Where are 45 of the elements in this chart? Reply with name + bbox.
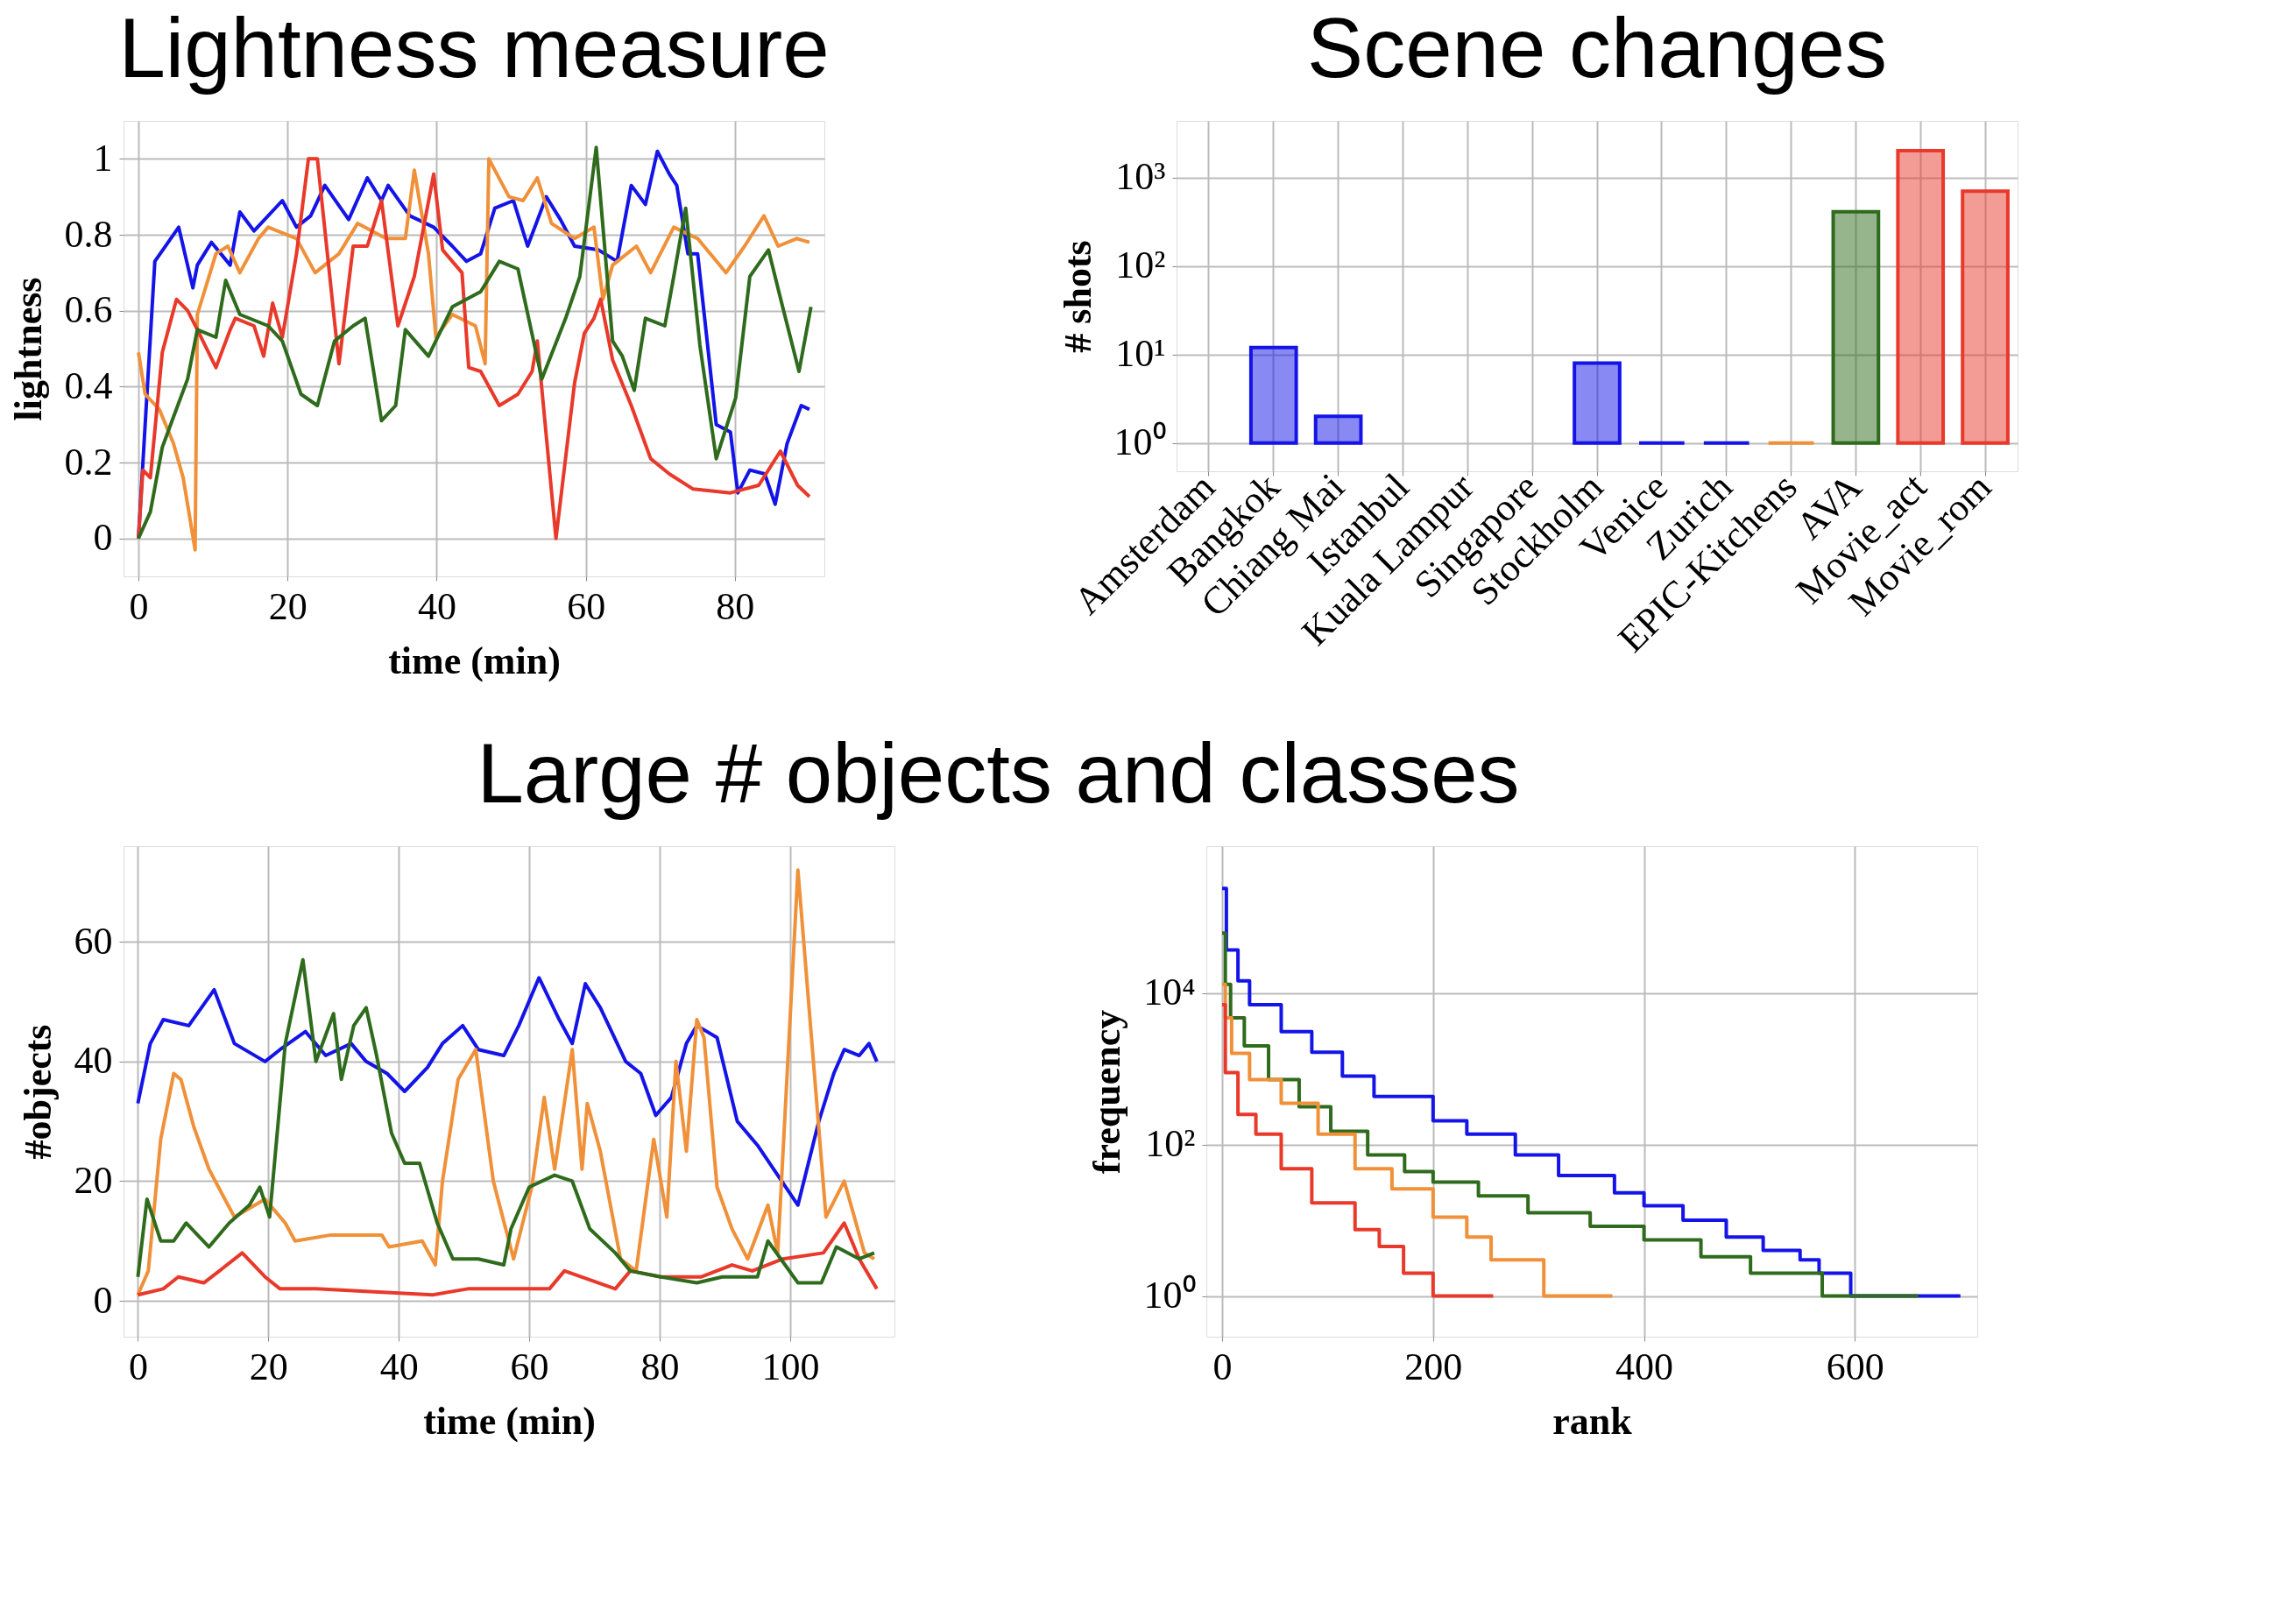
- y-tick-label: 10²: [1145, 1122, 1196, 1166]
- x-tick-label: 80: [640, 1345, 680, 1388]
- x-tick-label: 80: [716, 584, 755, 628]
- y-tick-label: 10¹: [1115, 332, 1166, 376]
- y-tick-label: 10⁰: [1113, 420, 1166, 464]
- x-tick-label: 200: [1404, 1345, 1463, 1388]
- x-tick-label: 600: [1826, 1345, 1884, 1388]
- x-tick-label: 400: [1615, 1345, 1674, 1388]
- x-axis-title: rank: [1552, 1399, 1633, 1443]
- y-tick-label: 10⁰: [1143, 1274, 1196, 1317]
- chart-title: Large # objects and classes: [477, 725, 1520, 820]
- x-tick-label: 0: [1212, 1345, 1233, 1388]
- x-axis-title: time (min): [423, 1399, 596, 1443]
- line-series: [136, 976, 879, 1207]
- x-tick-label: 100: [761, 1345, 820, 1388]
- line-series: [136, 868, 876, 1297]
- y-tick-label: 0.2: [64, 440, 113, 484]
- x-tick-label: 0: [128, 1345, 148, 1388]
- y-tick-label: 0: [93, 1278, 113, 1322]
- y-tick-label: 10²: [1115, 244, 1166, 287]
- x-tick-label: 40: [417, 584, 456, 628]
- y-axis-title: #objects: [16, 1024, 60, 1160]
- y-tick-label: 20: [74, 1158, 113, 1202]
- y-tick-label: 0.6: [64, 288, 113, 332]
- y-axis-title: lightness: [6, 277, 50, 421]
- chart-title: Lightness measure: [118, 1, 830, 95]
- x-tick-label: 60: [567, 584, 606, 628]
- y-tick-label: 0.8: [64, 212, 113, 256]
- y-tick-label: 10⁴: [1143, 971, 1196, 1014]
- y-axis-title: # shots: [1056, 240, 1099, 353]
- x-tick-label: 20: [268, 584, 307, 628]
- x-axis-title: time (min): [388, 639, 561, 682]
- y-tick-label: 1: [93, 136, 113, 180]
- y-tick-label: 0.4: [64, 364, 113, 407]
- y-tick-label: 40: [74, 1039, 113, 1083]
- x-tick-label: 0: [129, 584, 149, 628]
- line-series: [136, 1221, 879, 1297]
- x-tick-label: 40: [379, 1345, 419, 1388]
- y-axis-title: frequency: [1085, 1009, 1129, 1175]
- y-tick-label: 60: [74, 919, 113, 963]
- line-series: [136, 957, 876, 1285]
- x-tick-label: 60: [510, 1345, 549, 1388]
- x-tick-label: 20: [249, 1345, 288, 1388]
- y-tick-label: 10³: [1115, 155, 1166, 199]
- chart-title: Scene changes: [1307, 1, 1887, 95]
